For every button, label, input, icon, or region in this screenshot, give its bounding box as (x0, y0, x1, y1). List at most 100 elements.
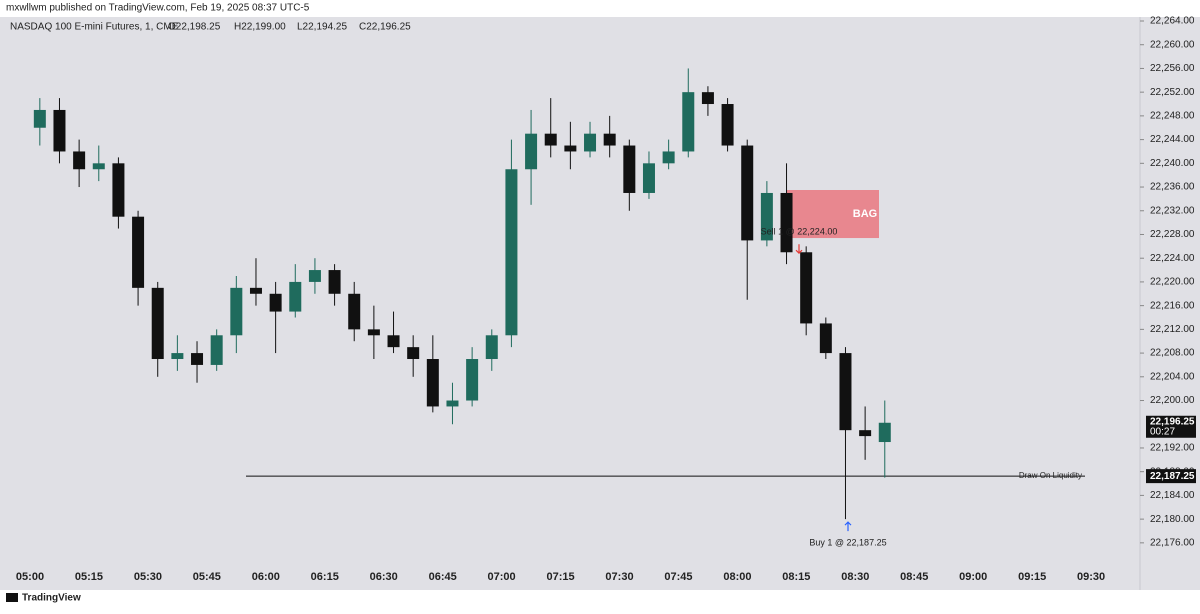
candle-body (328, 270, 341, 294)
logo (6, 593, 18, 602)
plot-bg (0, 17, 1200, 590)
y-tick-label: 22,216.00 (1150, 300, 1195, 311)
y-tick-label: 22,248.00 (1150, 111, 1195, 122)
candle-body (878, 422, 891, 443)
x-tick-label: 07:00 (488, 571, 516, 583)
candle-body (819, 323, 832, 354)
x-tick-label: 07:30 (605, 571, 633, 583)
y-tick-label: 22,204.00 (1150, 371, 1195, 382)
y-tick-label: 22,252.00 (1150, 87, 1195, 98)
candle-body (348, 293, 361, 330)
candle-body (53, 109, 66, 152)
ohlc-label: H22,199.00 (234, 22, 286, 33)
y-tick-label: 22,232.00 (1150, 205, 1195, 216)
candle-body (191, 353, 204, 365)
x-tick-label: 07:45 (664, 571, 692, 583)
x-tick-label: 05:45 (193, 571, 221, 583)
y-tick-label: 22,228.00 (1150, 229, 1195, 240)
candle-body (662, 151, 675, 164)
x-tick-label: 06:15 (311, 571, 339, 583)
candle-body (132, 216, 145, 288)
x-tick-label: 09:15 (1018, 571, 1046, 583)
y-tick-label: 22,208.00 (1150, 348, 1195, 359)
candle-body (564, 145, 577, 152)
trade-arrow (795, 244, 803, 255)
ohlc-label: L22,194.25 (297, 22, 347, 33)
y-tick-label: 22,224.00 (1150, 253, 1195, 264)
y-tick-label: 22,176.00 (1150, 537, 1195, 548)
candle-body (407, 347, 420, 360)
x-tick-label: 06:00 (252, 571, 280, 583)
trade-text: Sell 1 @ 22,224.00 (761, 227, 838, 237)
candle-body (525, 133, 538, 170)
x-tick-label: 05:15 (75, 571, 103, 583)
candle-body (800, 252, 813, 324)
level-tag (1146, 469, 1196, 484)
y-tick-label: 22,184.00 (1150, 490, 1195, 501)
candle-body (210, 335, 223, 365)
candle-body (701, 92, 714, 105)
y-tick-label: 22,244.00 (1150, 134, 1195, 145)
x-tick-label: 08:45 (900, 571, 928, 583)
level-text: Draw On Liquidity (1019, 471, 1082, 480)
y-tick-label: 22,220.00 (1150, 277, 1195, 288)
x-tick-label: 08:15 (782, 571, 810, 583)
x-tick-label: 06:30 (370, 571, 398, 583)
candle-body (721, 104, 734, 146)
candle-body (92, 163, 105, 170)
symbol: NASDAQ 100 E-mini Futures, 1, CME (10, 22, 179, 33)
x-tick-label: 08:00 (723, 571, 751, 583)
footer: TradingView (22, 593, 81, 604)
candle-body (151, 287, 164, 360)
candle-body (780, 192, 793, 253)
candle-body (505, 169, 518, 336)
y-tick-label: 22,180.00 (1150, 514, 1195, 525)
candle-body (367, 329, 380, 336)
candle-body (269, 293, 282, 312)
price-tag (1146, 415, 1196, 438)
candle-body (760, 192, 773, 241)
candle-body (387, 335, 400, 348)
zone-text: BAG (853, 208, 877, 220)
candle-body (642, 163, 655, 193)
candle-body (171, 353, 184, 360)
y-tick-label: 22,240.00 (1150, 158, 1195, 169)
candle-body (682, 92, 695, 152)
candle-body (466, 359, 479, 401)
candle-body (33, 109, 46, 128)
x-tick-label: 06:45 (429, 571, 457, 583)
candle-body (603, 133, 616, 146)
candle-body (249, 287, 262, 294)
candle-body (308, 270, 321, 282)
candle-body (741, 145, 754, 241)
y-tick-label: 22,236.00 (1150, 182, 1195, 193)
candle-body (584, 133, 597, 152)
trade-arrow (844, 521, 852, 532)
x-tick-label: 05:30 (134, 571, 162, 583)
candle-body (623, 145, 636, 193)
countdown: 00:27 (1150, 426, 1175, 437)
x-tick-label: 09:00 (959, 571, 987, 583)
ohlc-label: O22,198.25 (168, 22, 221, 33)
y-tick-label: 22,256.00 (1150, 63, 1195, 74)
candle-body (839, 353, 852, 431)
candle-body (73, 151, 86, 170)
x-tick-label: 05:00 (16, 571, 44, 583)
candle-body (859, 430, 872, 437)
y-tick-label: 22,212.00 (1150, 324, 1195, 335)
candle-body (544, 133, 557, 146)
x-tick-label: 08:30 (841, 571, 869, 583)
trade-text: Buy 1 @ 22,187.25 (809, 538, 886, 548)
candle-body (446, 400, 459, 407)
candle-body (230, 287, 243, 336)
candle-body (289, 281, 302, 312)
candle-body (112, 163, 125, 217)
zone (787, 190, 879, 239)
x-tick-label: 07:15 (546, 571, 574, 583)
header: mxwllwm published on TradingView.com, Fe… (6, 3, 310, 14)
level-tag-label: 22,187.25 (1150, 471, 1195, 482)
candle-body (426, 359, 439, 407)
x-tick-label: 09:30 (1077, 571, 1105, 583)
